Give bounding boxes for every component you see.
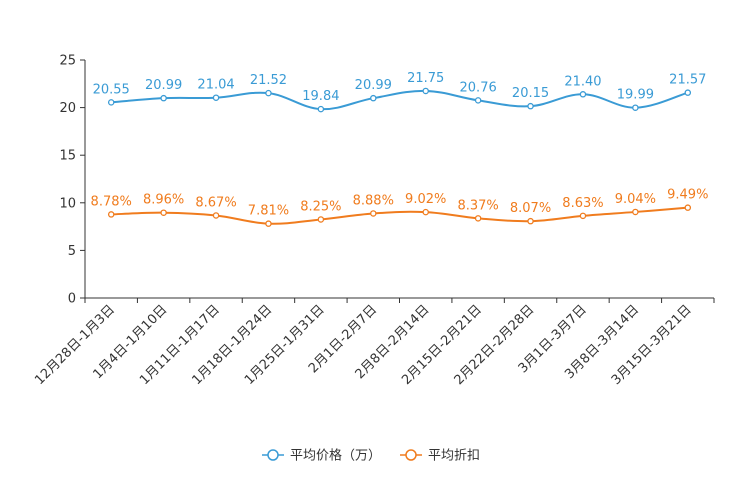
data-point[interactable] bbox=[317, 105, 325, 113]
y-tick-label: 5 bbox=[68, 244, 76, 259]
y-tick-label: 10 bbox=[59, 196, 76, 211]
legend-marker-icon bbox=[267, 449, 279, 461]
data-label: 8.07% bbox=[510, 201, 551, 216]
data-label: 8.63% bbox=[562, 196, 603, 211]
legend[interactable]: 平均价格（万） 平均折扣 bbox=[262, 448, 480, 464]
y-tick-label: 15 bbox=[59, 149, 76, 164]
data-point[interactable] bbox=[579, 91, 587, 98]
data-point[interactable] bbox=[370, 210, 377, 217]
data-point[interactable] bbox=[684, 204, 692, 211]
series-line-1 bbox=[111, 206, 688, 225]
data-point[interactable] bbox=[422, 87, 429, 95]
data-point[interactable] bbox=[107, 211, 115, 218]
data-point[interactable] bbox=[527, 102, 534, 110]
data-point[interactable] bbox=[370, 94, 377, 102]
data-point[interactable] bbox=[474, 215, 482, 222]
data-label: 20.76 bbox=[460, 80, 497, 95]
data-point[interactable] bbox=[579, 212, 587, 220]
data-point[interactable] bbox=[317, 216, 325, 223]
data-label: 20.15 bbox=[512, 86, 549, 101]
data-point[interactable] bbox=[422, 208, 429, 216]
series-layer bbox=[107, 87, 692, 227]
legend-marker-icon bbox=[405, 449, 417, 461]
data-label: 8.67% bbox=[195, 195, 236, 210]
data-label: 20.99 bbox=[355, 78, 392, 93]
data-point[interactable] bbox=[107, 99, 115, 106]
data-label: 8.78% bbox=[91, 194, 132, 209]
data-point[interactable] bbox=[160, 94, 167, 102]
data-label: 9.02% bbox=[405, 192, 446, 207]
data-label: 9.04% bbox=[615, 192, 656, 207]
legend-label: 平均折扣 bbox=[428, 449, 480, 464]
data-label: 20.55 bbox=[93, 82, 130, 97]
data-label: 20.99 bbox=[145, 78, 182, 93]
data-point[interactable] bbox=[632, 208, 639, 216]
data-label: 8.96% bbox=[143, 193, 184, 208]
data-point[interactable] bbox=[265, 220, 272, 227]
data-label: 8.25% bbox=[300, 199, 341, 214]
data-point[interactable] bbox=[160, 209, 167, 216]
data-label: 19.99 bbox=[617, 88, 654, 103]
data-point[interactable] bbox=[684, 89, 692, 96]
data-label: 21.75 bbox=[407, 71, 444, 86]
series-line-0 bbox=[111, 89, 689, 111]
data-label: 21.04 bbox=[197, 78, 234, 93]
data-point[interactable] bbox=[265, 89, 272, 97]
data-point[interactable] bbox=[527, 217, 534, 225]
data-label: 21.40 bbox=[564, 74, 601, 89]
data-point[interactable] bbox=[474, 97, 482, 104]
legend-label: 平均价格（万） bbox=[290, 448, 381, 464]
data-labels: 20.55 20.99 21.04 21.52 19.84 20.99 21.75 20.76… bbox=[91, 71, 709, 219]
data-label: 8.37% bbox=[457, 198, 498, 213]
legend-item-1[interactable]: 平均折扣 bbox=[400, 449, 480, 464]
data-point[interactable] bbox=[632, 104, 639, 111]
y-tick-label: 20 bbox=[59, 101, 76, 116]
data-label: 21.52 bbox=[250, 73, 287, 88]
data-label: 7.81% bbox=[248, 204, 289, 219]
data-label: 9.49% bbox=[667, 188, 708, 203]
axes: 051015202512月28日-1月3日1月4日-1月10日1月11日-1月1… bbox=[32, 54, 715, 388]
y-tick-label: 0 bbox=[68, 292, 76, 307]
data-label: 8.88% bbox=[353, 193, 394, 208]
data-point[interactable] bbox=[212, 94, 220, 101]
legend-item-0[interactable]: 平均价格（万） bbox=[262, 448, 381, 464]
y-tick-label: 25 bbox=[59, 54, 76, 69]
data-label: 21.57 bbox=[669, 73, 706, 88]
data-point[interactable] bbox=[212, 212, 220, 219]
data-label: 19.84 bbox=[302, 89, 339, 104]
